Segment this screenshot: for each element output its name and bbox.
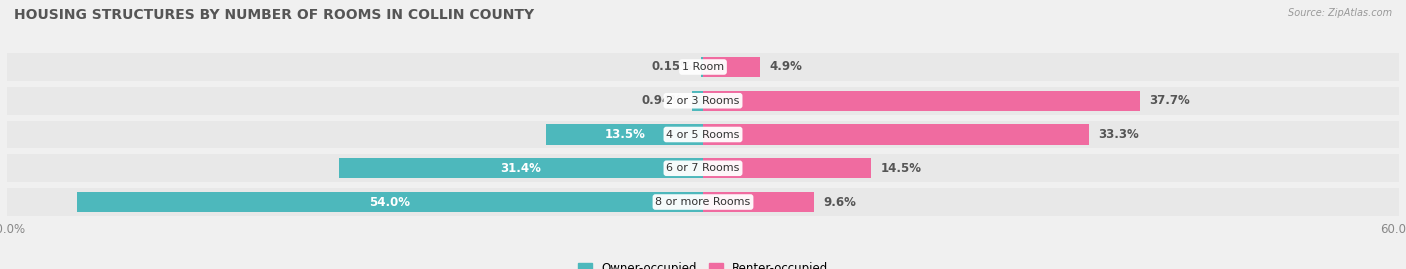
Text: 4.9%: 4.9%: [769, 61, 801, 73]
Text: 54.0%: 54.0%: [370, 196, 411, 208]
Bar: [703, 91, 1140, 111]
Legend: Owner-occupied, Renter-occupied: Owner-occupied, Renter-occupied: [572, 258, 834, 269]
Bar: [703, 57, 759, 77]
Text: 14.5%: 14.5%: [880, 162, 921, 175]
Bar: [76, 192, 703, 212]
Text: 33.3%: 33.3%: [1098, 128, 1139, 141]
Bar: [7, 87, 1399, 115]
Text: Source: ZipAtlas.com: Source: ZipAtlas.com: [1288, 8, 1392, 18]
Text: 0.15%: 0.15%: [651, 61, 692, 73]
Text: 37.7%: 37.7%: [1150, 94, 1191, 107]
Text: 13.5%: 13.5%: [605, 128, 645, 141]
Text: 1 Room: 1 Room: [682, 62, 724, 72]
Bar: [7, 154, 1399, 182]
Bar: [703, 192, 814, 212]
Text: 9.6%: 9.6%: [824, 196, 856, 208]
Bar: [339, 158, 703, 178]
Text: 6 or 7 Rooms: 6 or 7 Rooms: [666, 163, 740, 173]
Bar: [7, 188, 1399, 216]
Text: 8 or more Rooms: 8 or more Rooms: [655, 197, 751, 207]
Bar: [702, 57, 703, 77]
Text: 4 or 5 Rooms: 4 or 5 Rooms: [666, 129, 740, 140]
Bar: [547, 124, 703, 145]
Bar: [703, 124, 1090, 145]
Bar: [7, 121, 1399, 148]
Text: 2 or 3 Rooms: 2 or 3 Rooms: [666, 96, 740, 106]
Bar: [692, 91, 703, 111]
Text: 31.4%: 31.4%: [501, 162, 541, 175]
Bar: [703, 158, 872, 178]
Text: HOUSING STRUCTURES BY NUMBER OF ROOMS IN COLLIN COUNTY: HOUSING STRUCTURES BY NUMBER OF ROOMS IN…: [14, 8, 534, 22]
Text: 0.94%: 0.94%: [641, 94, 683, 107]
Bar: [7, 53, 1399, 81]
